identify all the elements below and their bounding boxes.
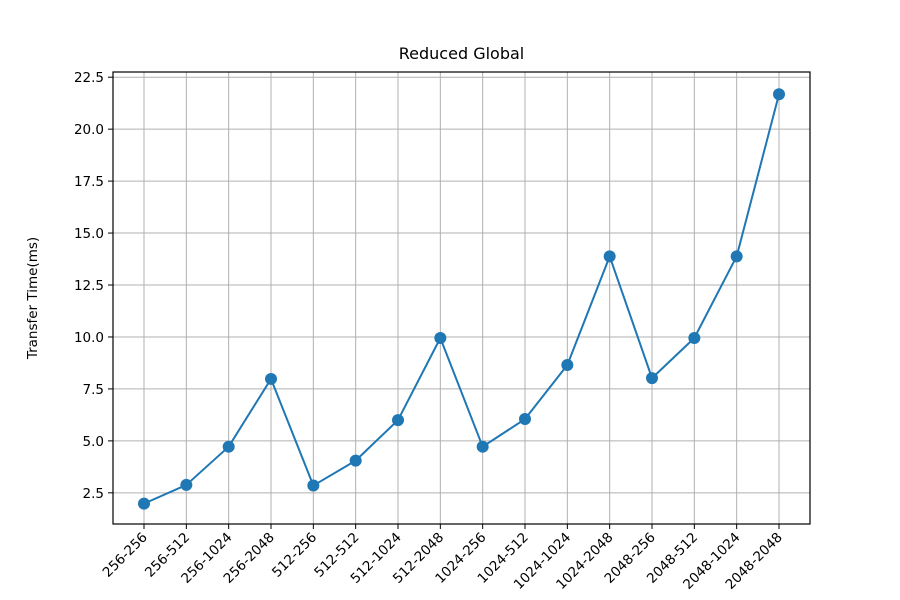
data-point — [603, 250, 616, 263]
data-point — [730, 250, 743, 263]
data-point — [646, 372, 658, 385]
y-tick-label: 7.5 — [83, 382, 104, 398]
y-tick-label: 2.5 — [83, 486, 104, 502]
data-point — [265, 372, 277, 385]
data-point — [476, 440, 489, 453]
y-tick-label: 20.0 — [74, 122, 104, 138]
data-point — [688, 332, 701, 345]
grid — [113, 72, 810, 524]
chart-title: Reduced Global — [399, 44, 524, 63]
data-point — [519, 413, 531, 426]
series-line — [143, 93, 780, 505]
data-point — [138, 497, 150, 510]
y-tick-label: 12.5 — [74, 278, 104, 294]
y-tick-label: 17.5 — [74, 174, 104, 190]
data-point — [434, 332, 447, 345]
y-axis-label: Transfer Time(ms) — [25, 237, 41, 360]
y-tick-label: 5.0 — [83, 434, 104, 450]
data-point — [773, 88, 785, 101]
data-point — [561, 359, 574, 372]
plot-frame — [112, 71, 811, 525]
y-tick-label: 10.0 — [74, 330, 104, 346]
data-point — [222, 440, 235, 453]
data-series — [138, 88, 785, 510]
data-point — [349, 454, 362, 467]
data-point — [392, 414, 404, 427]
data-point — [307, 479, 320, 492]
y-tick-label: 22.5 — [74, 70, 104, 86]
y-tick-label: 15.0 — [74, 226, 104, 242]
data-point — [180, 478, 193, 491]
